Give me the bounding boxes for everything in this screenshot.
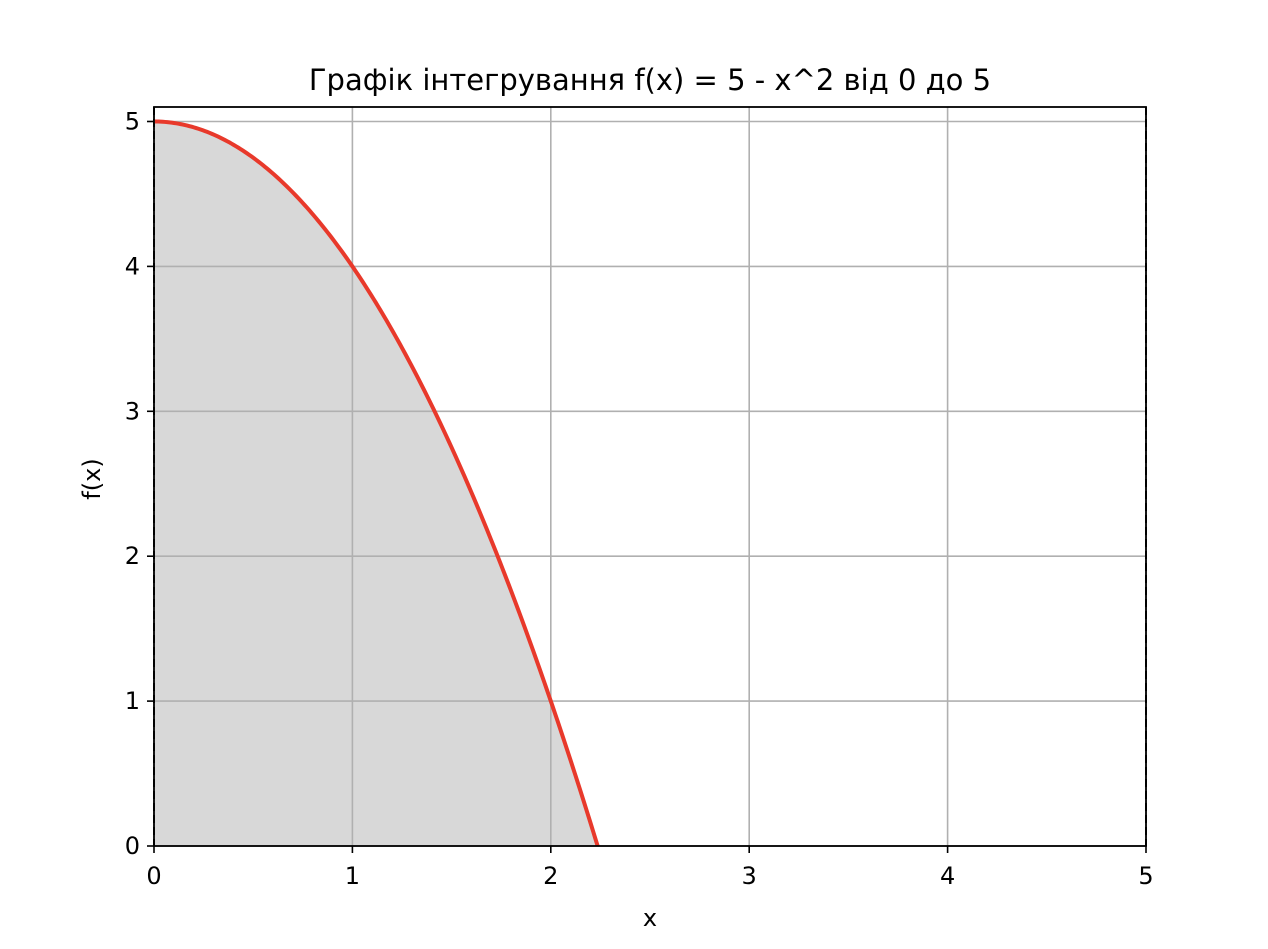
y-tick-label: 4 (125, 252, 140, 280)
y-tick-label: 5 (125, 107, 140, 135)
y-tick-label: 3 (125, 397, 140, 425)
x-tick-label: 2 (543, 862, 558, 890)
y-tick-label: 0 (125, 832, 140, 860)
function-curve (153, 119, 600, 847)
y-axis-label: f(x) (78, 458, 106, 499)
x-tick-label: 4 (940, 862, 955, 890)
x-tick-label: 5 (1138, 862, 1153, 890)
x-axis-label: x (643, 904, 657, 932)
axes-frame (153, 106, 1147, 847)
x-tick-label: 1 (345, 862, 360, 890)
x-tick-label: 3 (742, 862, 757, 890)
chart-title: Графік інтегрування f(x) = 5 - x^2 від 0… (309, 63, 991, 97)
y-tick-label: 2 (125, 542, 140, 570)
plot-area: 0 1 2 3 4 5 0 1 2 3 4 5 (125, 106, 1154, 890)
x-tick-label: 0 (146, 862, 161, 890)
y-tick-label: 1 (125, 687, 140, 715)
integral-area (154, 121, 1146, 847)
